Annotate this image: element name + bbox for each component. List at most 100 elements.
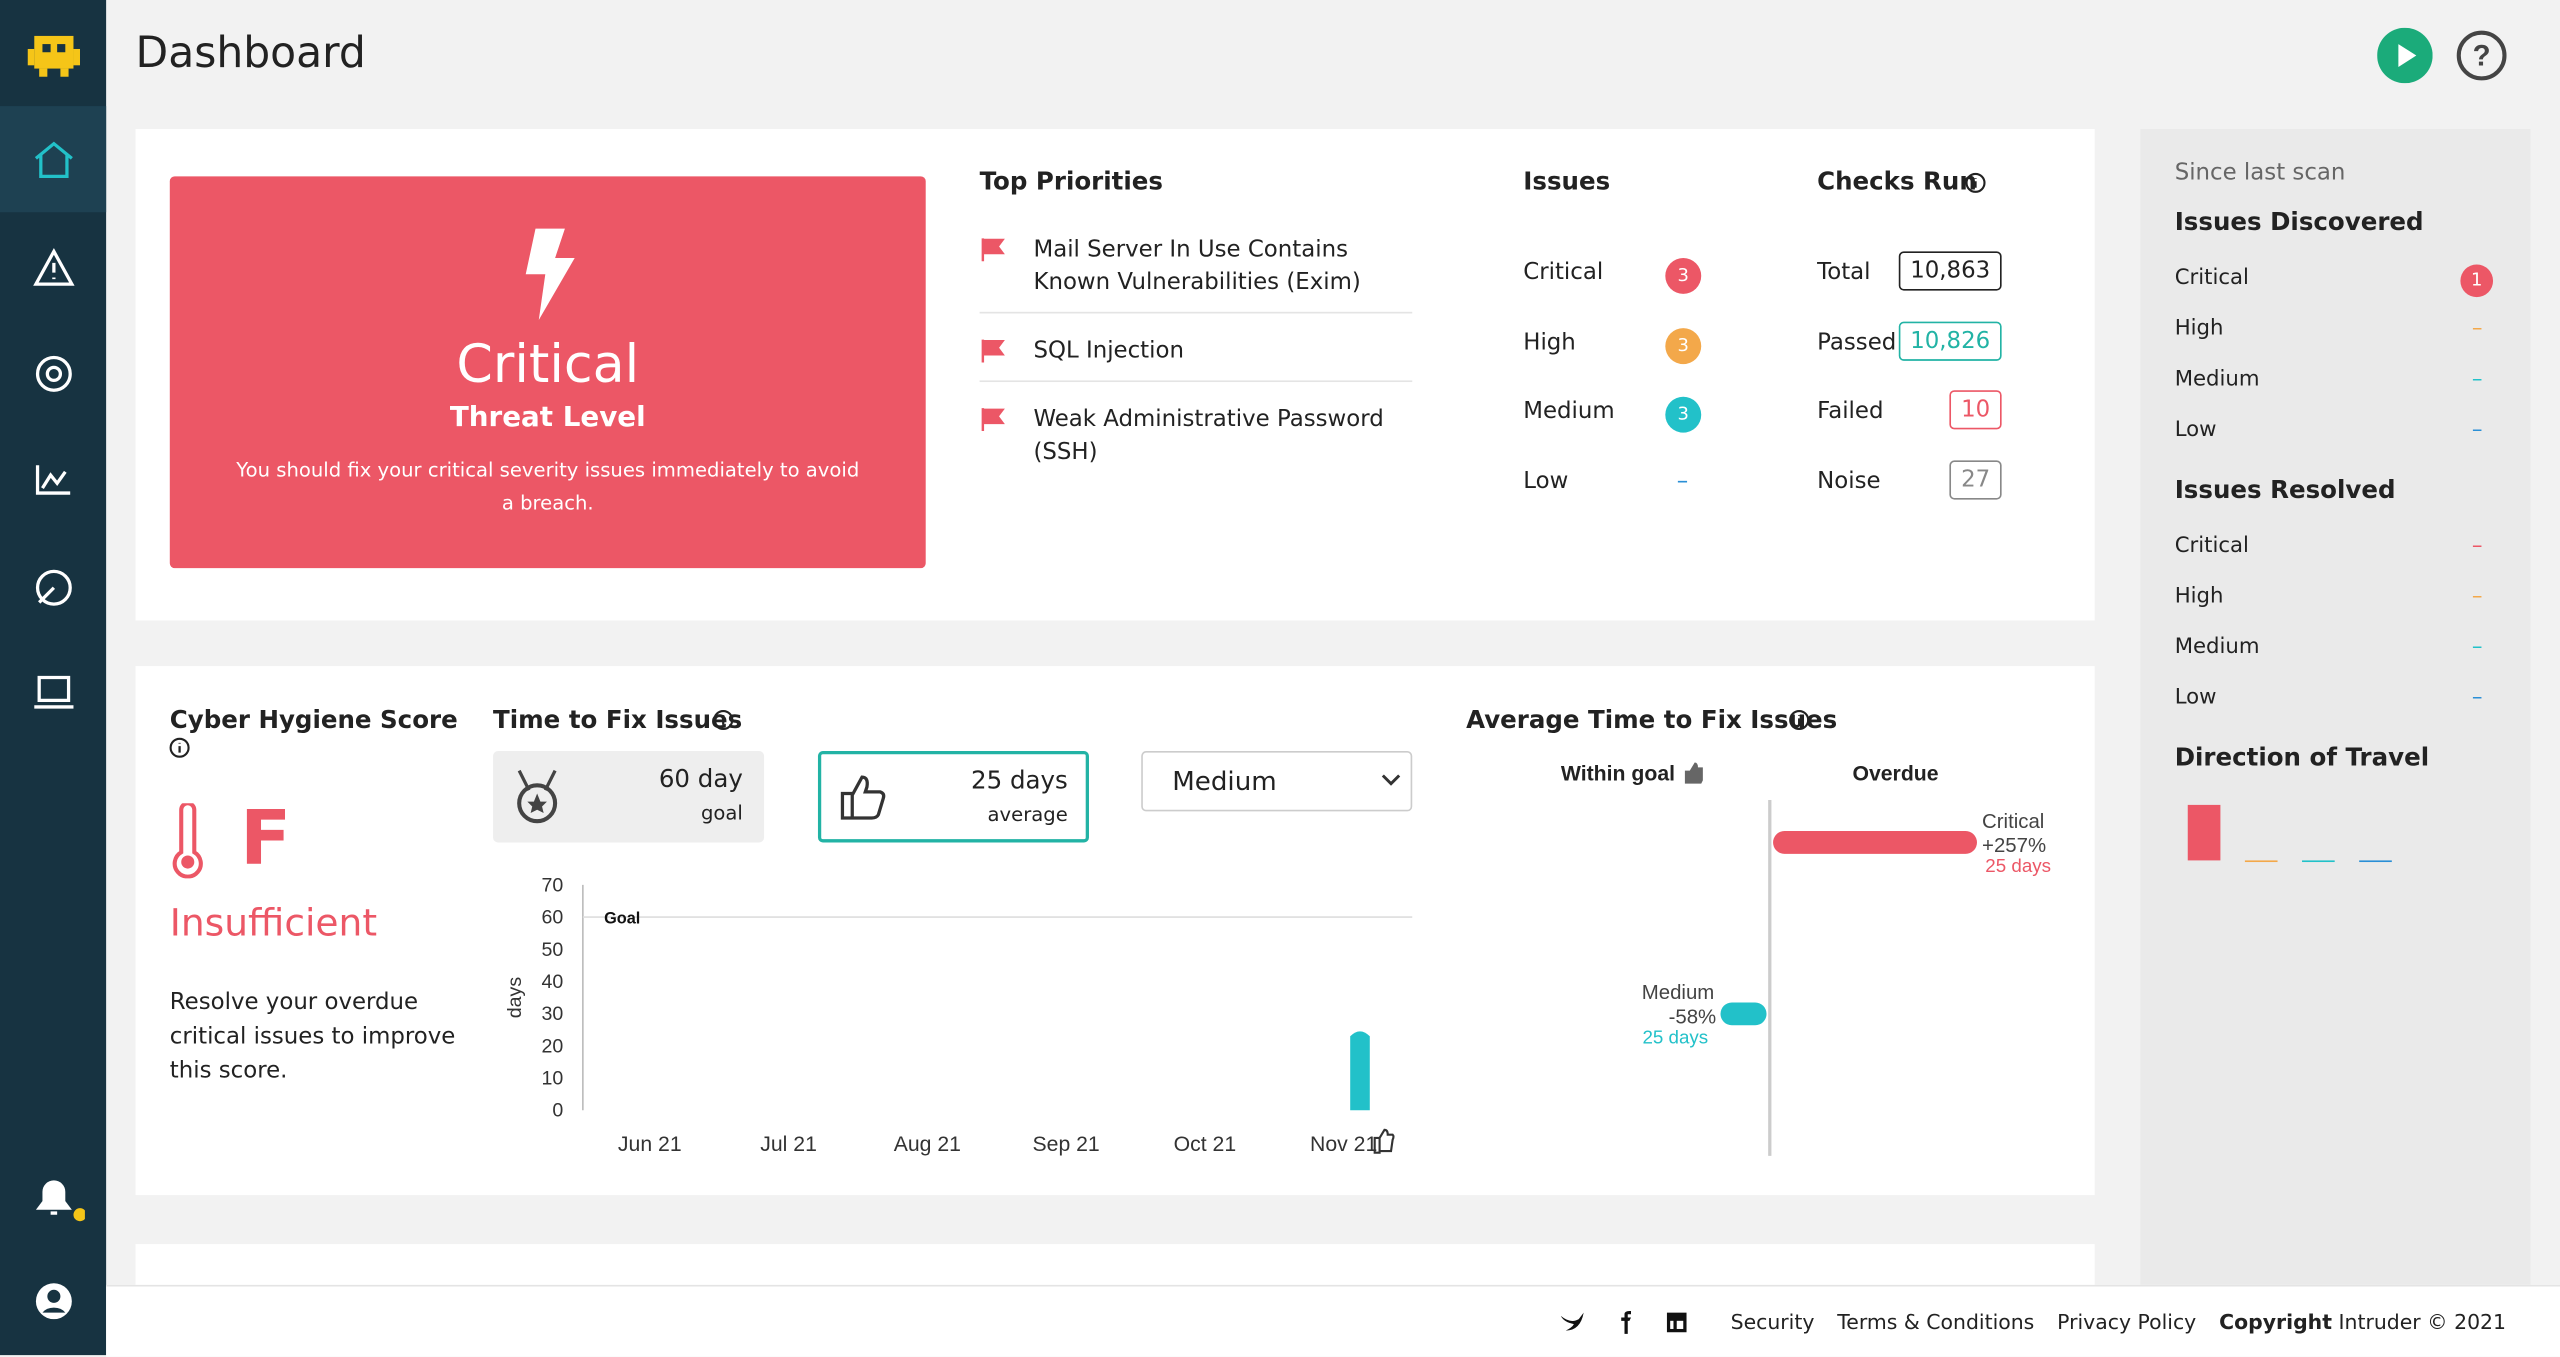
section-title: Cyber Hygiene Score <box>169 705 458 735</box>
sidebar <box>0 0 107 1356</box>
issue-label: High <box>1523 328 1576 356</box>
goal-label: goal <box>700 801 743 825</box>
info-icon[interactable] <box>1788 709 1811 732</box>
x-tick-label: Sep 21 <box>1032 1133 1099 1156</box>
footer-link[interactable]: Terms & Conditions <box>1837 1309 2035 1334</box>
bolt-icon <box>525 228 575 320</box>
column-label: Within goal <box>1561 762 1675 785</box>
notifications[interactable] <box>33 1176 85 1225</box>
account[interactable] <box>34 1282 73 1321</box>
x-tick-label: Jul 21 <box>760 1133 817 1156</box>
social-icons[interactable] <box>1559 1309 1722 1335</box>
avg-name: Medium <box>1642 982 1715 1004</box>
thumb-icon <box>840 775 886 820</box>
page-title: Dashboard <box>135 29 366 79</box>
goal-label: Goal <box>604 910 640 928</box>
section-title: Time to Fix Issues <box>493 705 743 735</box>
thumb-icon <box>1373 1128 1395 1154</box>
copyright-text: Intruder © 2021 <box>2338 1309 2507 1334</box>
copyright: Copyright Intruder © 2021 <box>2219 1309 2506 1333</box>
y-tick-label: 50 <box>541 939 563 961</box>
nav-issues[interactable] <box>33 248 75 287</box>
y-tick-label: 10 <box>541 1068 563 1090</box>
footer-link[interactable]: Security <box>1730 1309 1815 1334</box>
y-tick-label: 60 <box>541 907 563 929</box>
avg-change: -58% <box>1669 1007 1717 1029</box>
nav-home[interactable] <box>33 140 75 179</box>
flag-icon <box>981 339 1005 363</box>
info-icon[interactable] <box>1964 171 1987 194</box>
copyright-bold: Copyright <box>2219 1309 2332 1334</box>
scan-label: Critical <box>2174 266 2249 291</box>
scan-label: Low <box>2174 417 2217 443</box>
x-tick-label: Aug 21 <box>894 1133 961 1156</box>
section-title: Top Priorities <box>979 166 1163 196</box>
check-label: Passed <box>1817 328 1897 356</box>
average-label: average <box>987 803 1068 827</box>
avg-days: 25 days <box>1985 855 2051 876</box>
severity-dropdown[interactable]: Medium <box>1141 751 1413 812</box>
info-icon[interactable] <box>168 736 191 759</box>
scan-label: Medium <box>2174 367 2260 392</box>
panel-title: Issues Discovered <box>2174 207 2424 237</box>
y-tick-label: 40 <box>541 971 563 993</box>
scan-count: – <box>2471 685 2483 711</box>
bar <box>1350 1031 1370 1111</box>
goal-value: 60 day <box>658 764 743 794</box>
check-label: Failed <box>1817 398 1884 425</box>
divider <box>979 380 1413 383</box>
check-label: Noise <box>1817 467 1881 494</box>
logo[interactable] <box>26 26 82 82</box>
threat-label: Threat Level <box>449 401 646 435</box>
hygiene-message: Resolve your overdue critical issues to … <box>169 989 456 1085</box>
panel-caption: Since last scan <box>2174 159 2346 187</box>
panel-title: Issues Resolved <box>2174 475 2396 505</box>
threat-box: Critical Threat Level You should fix you… <box>169 176 926 569</box>
nav-scans[interactable] <box>33 567 75 609</box>
x-tick-label: Jun 21 <box>618 1133 682 1156</box>
check-value: 10,863 <box>1898 251 2002 291</box>
scan-count: – <box>2471 533 2483 559</box>
check-label: Total <box>1817 259 1871 286</box>
flag <box>981 408 1005 432</box>
panel-title: Direction of Travel <box>2174 742 2430 773</box>
run-button[interactable] <box>2377 27 2433 84</box>
goal-box: 60 day goal <box>493 751 765 843</box>
threat-level: Critical <box>456 333 640 396</box>
hygiene-grade: F <box>239 793 292 882</box>
avg-name: Critical <box>1982 811 2044 833</box>
x-tick-label: Oct 21 <box>1174 1133 1237 1156</box>
help-button[interactable]: ? <box>2454 28 2510 84</box>
direction-bar <box>2302 860 2335 863</box>
footer-link[interactable]: Privacy Policy <box>2057 1309 2197 1334</box>
thumb-icon <box>1684 762 1703 784</box>
issue-count: – <box>1676 467 1689 494</box>
nav-integrations[interactable] <box>31 673 77 712</box>
scan-count: 1 <box>2460 264 2494 298</box>
info-icon[interactable] <box>712 709 735 732</box>
y-tick-label: 20 <box>541 1035 563 1057</box>
issue-label: Low <box>1523 467 1569 494</box>
priority-item: Mail Server In Use Contains Known Vulner… <box>1033 236 1361 296</box>
nav-reports[interactable] <box>33 460 75 499</box>
y-tick-label: 70 <box>541 874 563 896</box>
avg-bar <box>1773 831 1977 854</box>
summary-card: Critical Threat Level You should fix you… <box>135 128 2095 621</box>
thermometer-icon <box>172 803 203 879</box>
section-title: Checks Run <box>1817 166 1977 196</box>
issue-count: 3 <box>1665 396 1702 433</box>
threat-message: You should fix your critical severity is… <box>236 458 860 515</box>
nav-targets[interactable] <box>33 353 75 395</box>
footer-links: Security Terms & Conditions Privacy Policy… <box>1731 1309 2506 1333</box>
scan-label: High <box>2174 316 2224 342</box>
y-tick-label: 0 <box>552 1100 563 1122</box>
flag <box>981 339 1005 363</box>
section-title: Average Time to Fix Issues <box>1466 705 1838 735</box>
y-axis-label: days <box>504 977 526 1019</box>
nav-active <box>0 106 107 213</box>
scan-count: – <box>2471 584 2483 609</box>
svg-text:?: ? <box>2473 39 2491 72</box>
section-title: Issues <box>1523 166 1611 196</box>
